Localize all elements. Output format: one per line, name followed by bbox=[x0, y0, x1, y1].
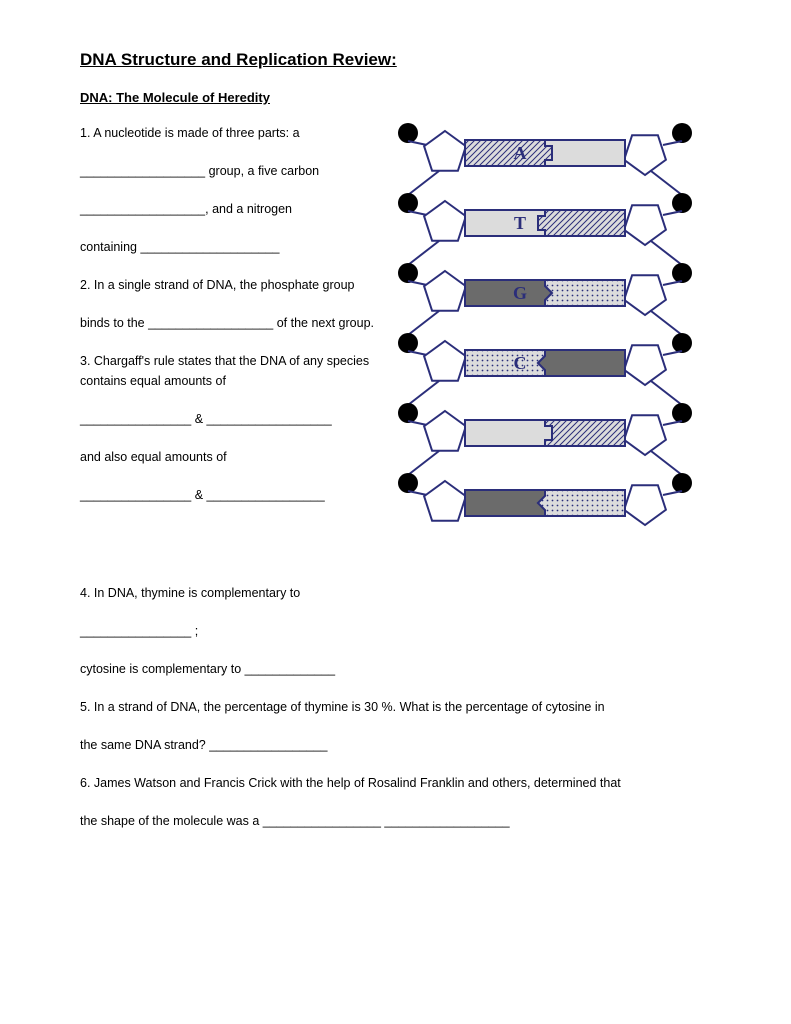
page-title: DNA Structure and Replication Review: bbox=[80, 50, 711, 70]
q3c: and also equal amounts of bbox=[80, 447, 380, 467]
q2b: binds to the __________________ of the n… bbox=[80, 313, 380, 333]
svg-text:C: C bbox=[514, 353, 527, 373]
q3b: ________________ & __________________ bbox=[80, 409, 380, 429]
q6a: 6. James Watson and Francis Crick with t… bbox=[80, 773, 711, 793]
svg-text:A: A bbox=[514, 143, 527, 163]
q3d: ________________ & _________________ bbox=[80, 485, 380, 505]
q5a: 5. In a strand of DNA, the percentage of… bbox=[80, 697, 711, 717]
svg-text:T: T bbox=[514, 213, 526, 233]
q1c: __________________, and a nitrogen bbox=[80, 199, 380, 219]
q4a: 4. In DNA, thymine is complementary to bbox=[80, 583, 711, 603]
q4c: cytosine is complementary to ___________… bbox=[80, 659, 711, 679]
q6b: the shape of the molecule was a ________… bbox=[80, 811, 711, 831]
q2a: 2. In a single strand of DNA, the phosph… bbox=[80, 275, 380, 295]
page-subtitle: DNA: The Molecule of Heredity bbox=[80, 90, 711, 105]
svg-text:G: G bbox=[513, 283, 527, 303]
q4b: ________________ ; bbox=[80, 621, 711, 641]
questions-left: 1. A nucleotide is made of three parts: … bbox=[80, 123, 380, 523]
q1b: __________________ group, a five carbon bbox=[80, 161, 380, 181]
q1a: 1. A nucleotide is made of three parts: … bbox=[80, 123, 380, 143]
q1d: containing ____________________ bbox=[80, 237, 380, 257]
questions-below: 4. In DNA, thymine is complementary to _… bbox=[80, 583, 711, 831]
q3a: 3. Chargaff's rule states that the DNA o… bbox=[80, 351, 380, 391]
dna-diagram: A T G C bbox=[390, 123, 700, 583]
q5b: the same DNA strand? _________________ bbox=[80, 735, 711, 755]
